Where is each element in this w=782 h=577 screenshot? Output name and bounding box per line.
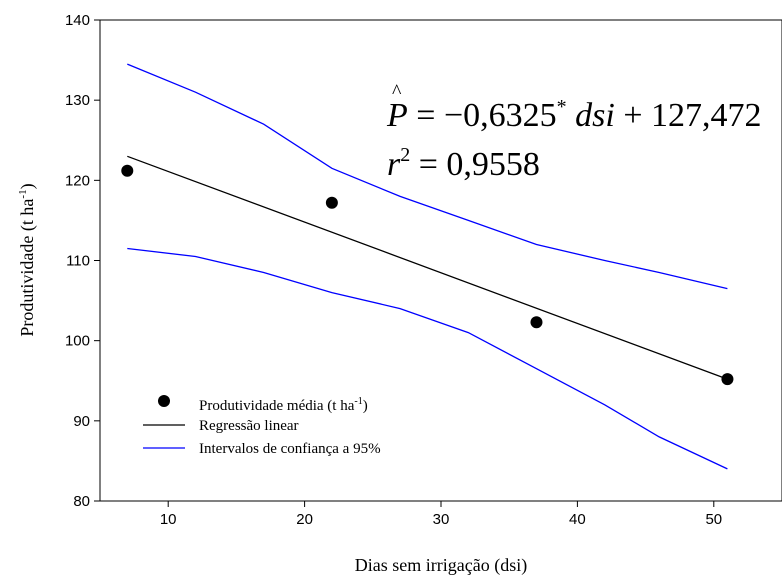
equation-coef: = −0,6325 [408,97,557,134]
legend-label-points-main: Produtividade média (t ha [199,398,355,414]
legend-label-points-tail: ) [363,398,368,414]
x-tick-label: 20 [296,511,313,528]
ci-upper-curve [127,63,728,290]
x-tick-label: 10 [160,511,177,528]
equation-line: P = −0,6325* dsi + 127,472 [386,96,762,134]
r2-sup: 2 [400,144,410,166]
data-point [721,373,734,386]
legend-label-points-sup: -1 [354,396,362,407]
equation-var: dsi [567,97,615,134]
legend-marker-points [158,395,170,407]
y-axis-title-tail: ) [17,183,38,189]
ci-lower-curve [127,247,728,470]
legend-label-regression: Regressão linear [199,418,299,434]
y-tick-label: 110 [66,253,90,270]
equation-hat: ^ [392,81,402,103]
y-axis-title-main: Produtividade (t ha [17,199,38,337]
y-tick-label: 130 [65,92,90,109]
equation-lhs: P [386,97,408,134]
x-tick-label: 40 [569,511,586,528]
y-tick-label: 80 [73,493,90,510]
y-tick-label: 140 [65,12,90,29]
y-tick-label: 120 [65,172,90,189]
y-tick-label: 90 [73,413,90,430]
r2-line: r2 = 0,9558 [387,144,540,183]
r2-lhs: r [387,146,401,183]
y-axis-title-sup: -1 [17,189,29,198]
legend-label-points: Produtividade média (t ha-1) [199,396,368,414]
x-axis-ticks: 10 20 30 40 50 [160,501,722,528]
data-point [530,316,543,329]
y-axis-ticks: 80 90 100 110 120 130 140 [65,12,100,510]
chart-marks [121,63,734,470]
legend: Produtividade média (t ha-1) Regressão l… [143,395,381,457]
regression-line [127,155,728,380]
data-point [121,164,134,177]
equation-sup: * [557,96,567,118]
x-tick-label: 30 [433,511,450,528]
data-point [325,196,338,209]
regression-equation: ^ P = −0,6325* dsi + 127,472 r2 = 0,9558 [386,81,762,183]
r2-rhs: = 0,9558 [410,146,540,183]
x-tick-label: 50 [705,511,722,528]
legend-label-ci: Intervalos de confiança a 95% [199,441,381,457]
equation-const: + 127,472 [615,97,762,134]
y-tick-label: 100 [65,333,90,350]
x-axis-title: Dias sem irrigação (dsi) [355,555,527,576]
y-axis-title: Produtividade (t ha-1) [17,183,38,336]
